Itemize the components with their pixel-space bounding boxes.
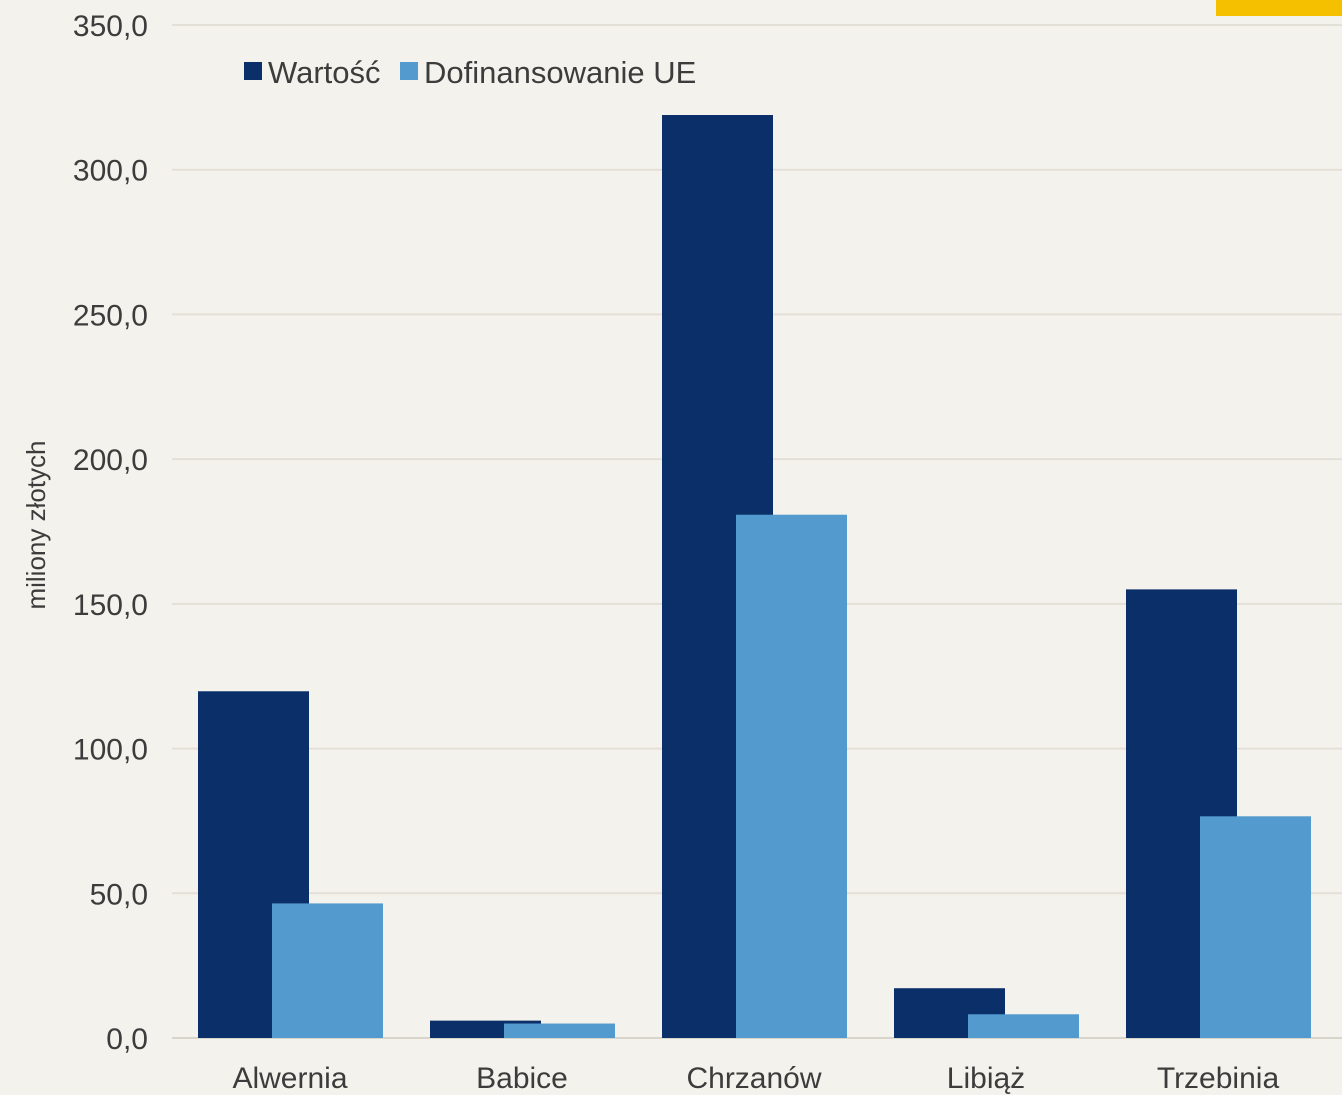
y-tick-label: 200,0 xyxy=(73,444,148,477)
bars-layer xyxy=(198,115,1311,1039)
bar-dofinansowanie-2 xyxy=(736,514,847,1038)
x-category-label: Chrzanów xyxy=(686,1062,821,1095)
x-category-label: Babice xyxy=(476,1062,568,1095)
legend-swatch xyxy=(244,62,262,80)
legend-label: Wartość xyxy=(268,55,381,90)
y-tick-label: 50,0 xyxy=(90,878,148,911)
legend-swatch xyxy=(400,62,418,80)
y-tick-label: 150,0 xyxy=(73,589,148,622)
y-axis-title: miliony złotych xyxy=(21,440,51,609)
legend-label: Dofinansowanie UE xyxy=(424,55,696,90)
y-ticks: 0,0 50,0 100,0 150,0 200,0 250,0 300,0 350,0 xyxy=(73,10,148,1056)
y-tick-label: 300,0 xyxy=(73,155,148,188)
x-category-label: Alwernia xyxy=(232,1062,347,1095)
x-category-label: Libiąż xyxy=(947,1062,1025,1095)
y-tick-label: 350,0 xyxy=(73,10,148,43)
x-category-label: Trzebinia xyxy=(1157,1062,1280,1095)
bar-dofinansowanie-3 xyxy=(968,1014,1079,1038)
corner-accent-decoration xyxy=(1216,0,1342,16)
legend: Wartość Dofinansowanie UE xyxy=(244,55,696,90)
x-category-labels: Alwernia Babice Chrzanów Libiąż Trzebinia xyxy=(232,1062,1279,1095)
y-tick-label: 250,0 xyxy=(73,299,148,332)
bar-dofinansowanie-0 xyxy=(272,903,383,1038)
y-tick-label: 0,0 xyxy=(106,1023,148,1056)
bar-dofinansowanie-1 xyxy=(504,1023,615,1038)
bar-dofinansowanie-4 xyxy=(1200,816,1311,1038)
y-tick-label: 100,0 xyxy=(73,734,148,767)
